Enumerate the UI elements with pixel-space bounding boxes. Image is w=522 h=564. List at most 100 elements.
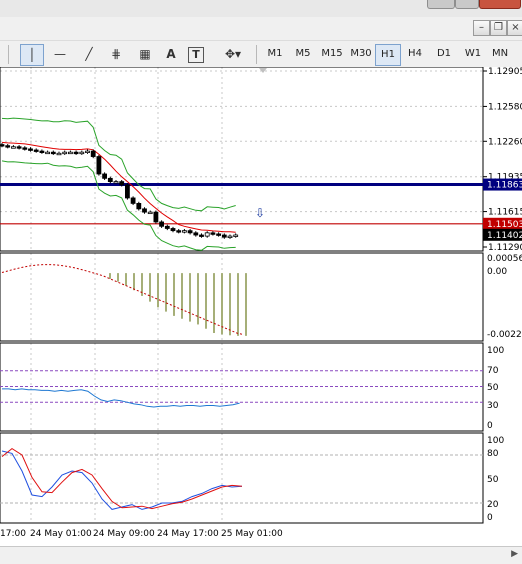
bollinger-lower-band-line [1, 160, 236, 251]
minimize-window-button[interactable] [427, 0, 455, 9]
mdi-controls-bar: – ❐ × [0, 17, 522, 39]
trendline-tool-icon[interactable]: ╱ [85, 47, 93, 61]
candle-body [233, 234, 239, 237]
time-axis: 17:00 24 May 01:00 24 May 09:00 24 May 1… [0, 529, 283, 539]
candle-body [33, 149, 39, 152]
time-axis-label: 24 May 17:00 [157, 529, 219, 539]
chart-window[interactable]: ⇩ 1.129051.125801.122601.119351.116151.1… [0, 67, 522, 546]
stochastic-signal-line [1, 447, 243, 510]
macd-axis: 0.000565 0.00 -0.00224 [487, 254, 522, 340]
timeframe-m1-button[interactable]: M1 [267, 48, 283, 59]
candle-body [102, 173, 107, 179]
grid-layer [0, 67, 483, 523]
bid-price-label: 1.11503 [487, 220, 522, 230]
timeframe-m30-button[interactable]: M30 [350, 48, 372, 59]
app-title-bar [0, 0, 522, 17]
candle-body [113, 181, 119, 184]
candle-body [96, 156, 102, 175]
time-axis-label: 25 May 01:00 [221, 529, 283, 539]
macd-pane-border [0, 252, 484, 342]
minimize-chart-button[interactable]: – [473, 20, 490, 36]
price-axis-tick: 1.11935 [488, 173, 522, 183]
arrows-tool-icon[interactable]: ✥▾ [224, 47, 242, 61]
last-price-badge [483, 228, 522, 241]
candle-body [22, 147, 28, 150]
timeframe-h1-button[interactable]: H1 [375, 44, 401, 66]
candle-body [227, 235, 233, 239]
horizontal-line-tool-icon[interactable]: — [54, 47, 66, 61]
macd-signal-line [1, 264, 243, 335]
timeframe-w1-button[interactable]: W1 [464, 48, 482, 59]
candle-body [125, 184, 130, 199]
candle-body [0, 144, 5, 147]
rsi-axis: 100 70 50 30 0 [487, 346, 504, 431]
stoch-axis-tick: 80 [487, 449, 499, 459]
drawing-toolbar: │ — ╱ ⋕ ▦ A T ✥▾ M1 M5 M15 M30 H1 H4 D1 … [0, 40, 522, 69]
stoch-axis-tick: 0 [487, 513, 493, 523]
text-label-tool-icon[interactable]: T [188, 47, 204, 63]
candle-body [39, 150, 45, 153]
stoch-axis-tick: 20 [487, 500, 499, 510]
candle-body [5, 145, 11, 148]
moving-average-line [1, 141, 236, 233]
candle-body [216, 233, 222, 236]
fibo-fan-tool-icon[interactable]: ▦ [139, 47, 151, 61]
scroll-down-arrow-icon: ⇩ [255, 206, 265, 220]
chart-background [0, 67, 522, 546]
text-tool-icon[interactable]: A [166, 47, 176, 61]
candle-body [130, 197, 136, 204]
stochastic-main-line [1, 450, 243, 510]
candle-body [181, 230, 187, 233]
close-chart-button[interactable]: × [507, 20, 522, 36]
rsi-axis-tick: 70 [487, 366, 499, 376]
hline-price-badge [483, 178, 522, 191]
candle-body [107, 177, 113, 183]
rsi-axis-tick: 30 [487, 401, 499, 411]
time-axis-label: 24 May 09:00 [93, 529, 155, 539]
timeframe-h4-button[interactable]: H4 [408, 48, 422, 59]
candle-body [50, 151, 56, 155]
price-axis-tick: 1.12580 [488, 102, 522, 112]
timeframe-m15-button[interactable]: M15 [321, 48, 343, 59]
rsi-line [2, 388, 240, 408]
vertical-line-tool-icon[interactable]: │ [20, 44, 44, 66]
candle-body [159, 221, 165, 227]
toolbar-separator [8, 45, 9, 64]
toolbar-separator [256, 45, 257, 64]
price-axis-tick: 1.12260 [488, 137, 522, 147]
stochastic-pane-border [0, 432, 484, 524]
chart-shift-marker-icon[interactable] [259, 68, 267, 73]
timeframe-mn-button[interactable]: MN [491, 48, 509, 59]
candle-body [45, 151, 50, 155]
candle-body [187, 230, 193, 234]
candle-body [204, 232, 210, 237]
candle-body [193, 232, 199, 236]
candle-body [164, 225, 170, 229]
restore-chart-button[interactable]: ❐ [490, 20, 507, 36]
candle-body [79, 151, 85, 155]
candle-body [142, 208, 147, 213]
close-window-button[interactable] [479, 0, 521, 9]
price-axis-tick: 1.11615 [488, 208, 522, 218]
stoch-axis-tick: 100 [487, 436, 504, 446]
time-axis-label: 24 May 01:00 [30, 529, 92, 539]
scroll-right-arrow-icon[interactable]: ▶ [511, 549, 518, 559]
rsi-axis-tick: 0 [487, 421, 493, 431]
rsi-axis-tick: 100 [487, 346, 504, 356]
candle-body [85, 150, 90, 153]
fibo-expansion-tool-icon[interactable]: ⋕ [110, 47, 122, 61]
timeframe-m5-button[interactable]: M5 [295, 48, 311, 59]
maximize-window-button[interactable] [455, 0, 479, 9]
stochastic-axis: 100 80 50 20 0 [487, 436, 504, 523]
price-axis: 1.12905 1.12580 1.12260 1.11935 1.11615 1.112… [483, 67, 522, 253]
horizontal-scrollbar[interactable]: ▶ [0, 546, 522, 564]
candle-body [170, 228, 176, 232]
timeframe-d1-button[interactable]: D1 [436, 48, 452, 59]
candle-body [56, 152, 62, 156]
macd-axis-tick: -0.00224 [487, 330, 522, 340]
candle-body [119, 181, 125, 186]
macd-axis-tick: 0.00 [487, 267, 507, 277]
candle-body [199, 234, 204, 237]
time-axis-label: 17:00 [0, 529, 26, 539]
candle-body [28, 148, 33, 151]
